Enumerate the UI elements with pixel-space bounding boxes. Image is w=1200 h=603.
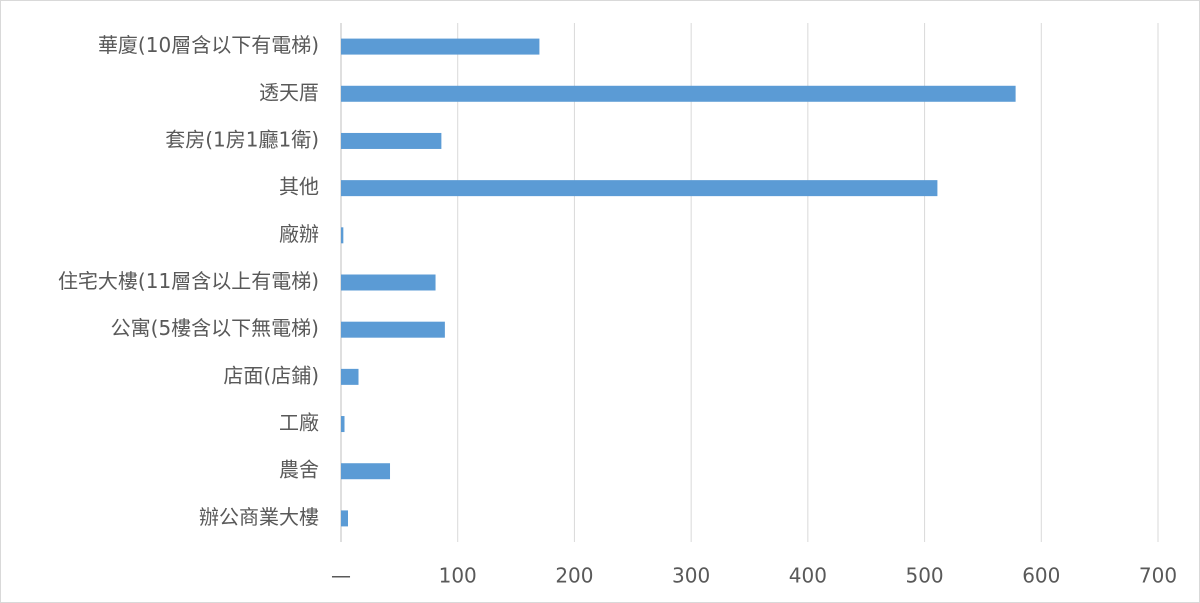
bar: [341, 132, 442, 149]
bar: [341, 227, 344, 244]
bar: [341, 510, 349, 527]
x-tick-label: 500: [905, 564, 943, 588]
y-tick-label: 公寓(5樓含以下無電梯): [111, 316, 319, 340]
y-tick-label: 辦公商業大樓: [199, 505, 319, 529]
x-tick-label: 300: [672, 564, 710, 588]
y-tick-label: 住宅大樓(11層含以上有電梯): [58, 269, 319, 293]
x-tick-label: 200: [555, 564, 593, 588]
y-tick-label: 農舍: [279, 458, 319, 482]
bar: [341, 274, 436, 291]
x-tick-label: 600: [1022, 564, 1060, 588]
y-tick-label: 廠辦: [279, 222, 319, 246]
bar: [341, 180, 938, 197]
y-tick-label: 套房(1房1廳1衛): [165, 127, 319, 151]
y-tick-label: 店面(店鋪): [223, 363, 319, 387]
bar: [341, 416, 345, 433]
bar: [341, 85, 1016, 102]
y-tick-label: 工廠: [279, 411, 319, 435]
bar: [341, 463, 391, 480]
x-tick-label: 700: [1139, 564, 1177, 588]
x-tick-label: 400: [789, 564, 827, 588]
x-tick-label: 100: [439, 564, 477, 588]
bar: [341, 368, 359, 385]
bar: [341, 38, 540, 55]
y-tick-label: 透天厝: [259, 80, 319, 104]
x-tick-label: —: [331, 564, 351, 588]
y-tick-label: 其他: [279, 175, 319, 199]
y-tick-label: 華廈(10層含以下有電梯): [98, 33, 319, 57]
bar: [341, 321, 445, 338]
